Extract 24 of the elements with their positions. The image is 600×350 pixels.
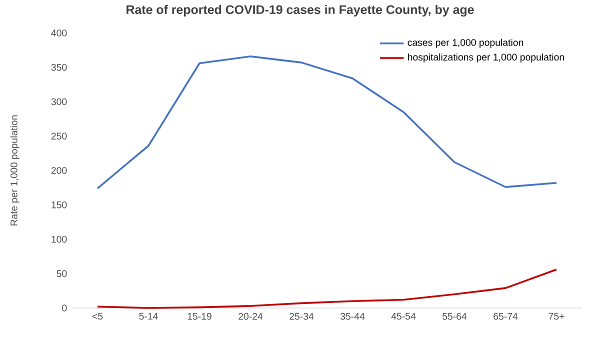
x-tick-label: 55-64 — [442, 312, 467, 320]
x-tick-label: 5-14 — [139, 312, 158, 320]
y-tick-label: 150 — [52, 201, 67, 208]
y-tick-label: 200 — [51, 167, 67, 174]
y-tick-label: 300 — [51, 98, 67, 106]
y-tick-label: 100 — [52, 236, 67, 243]
x-tick-label: 75+ — [548, 312, 564, 320]
y-tick-label: 350 — [51, 64, 67, 71]
y-tick-label: 400 — [51, 30, 67, 36]
x-tick-label: 35-44 — [340, 312, 365, 320]
x-tick-label: 45-54 — [391, 312, 416, 320]
x-tick-label: 65-74 — [494, 312, 518, 320]
y-tick-label: 250 — [51, 132, 67, 140]
y-tick-label: 50 — [56, 270, 67, 278]
legend-label: hospitalizations per 1,000 population — [408, 53, 564, 62]
chart-title: Rate of reported COVID-19 cases in Fayette County, by age — [126, 4, 474, 17]
x-tick-label: 20-24 — [238, 312, 263, 320]
x-tick-label: 25-34 — [290, 312, 314, 320]
x-tick-label: 15-19 — [188, 312, 212, 320]
y-tick-label: 0 — [62, 304, 67, 312]
legend-label: cases per 1,000 population — [408, 38, 524, 48]
y-axis-title: Rate per 1,000 population — [10, 115, 20, 226]
x-tick-label: <5 — [92, 312, 103, 320]
line-series — [96, 268, 558, 309]
